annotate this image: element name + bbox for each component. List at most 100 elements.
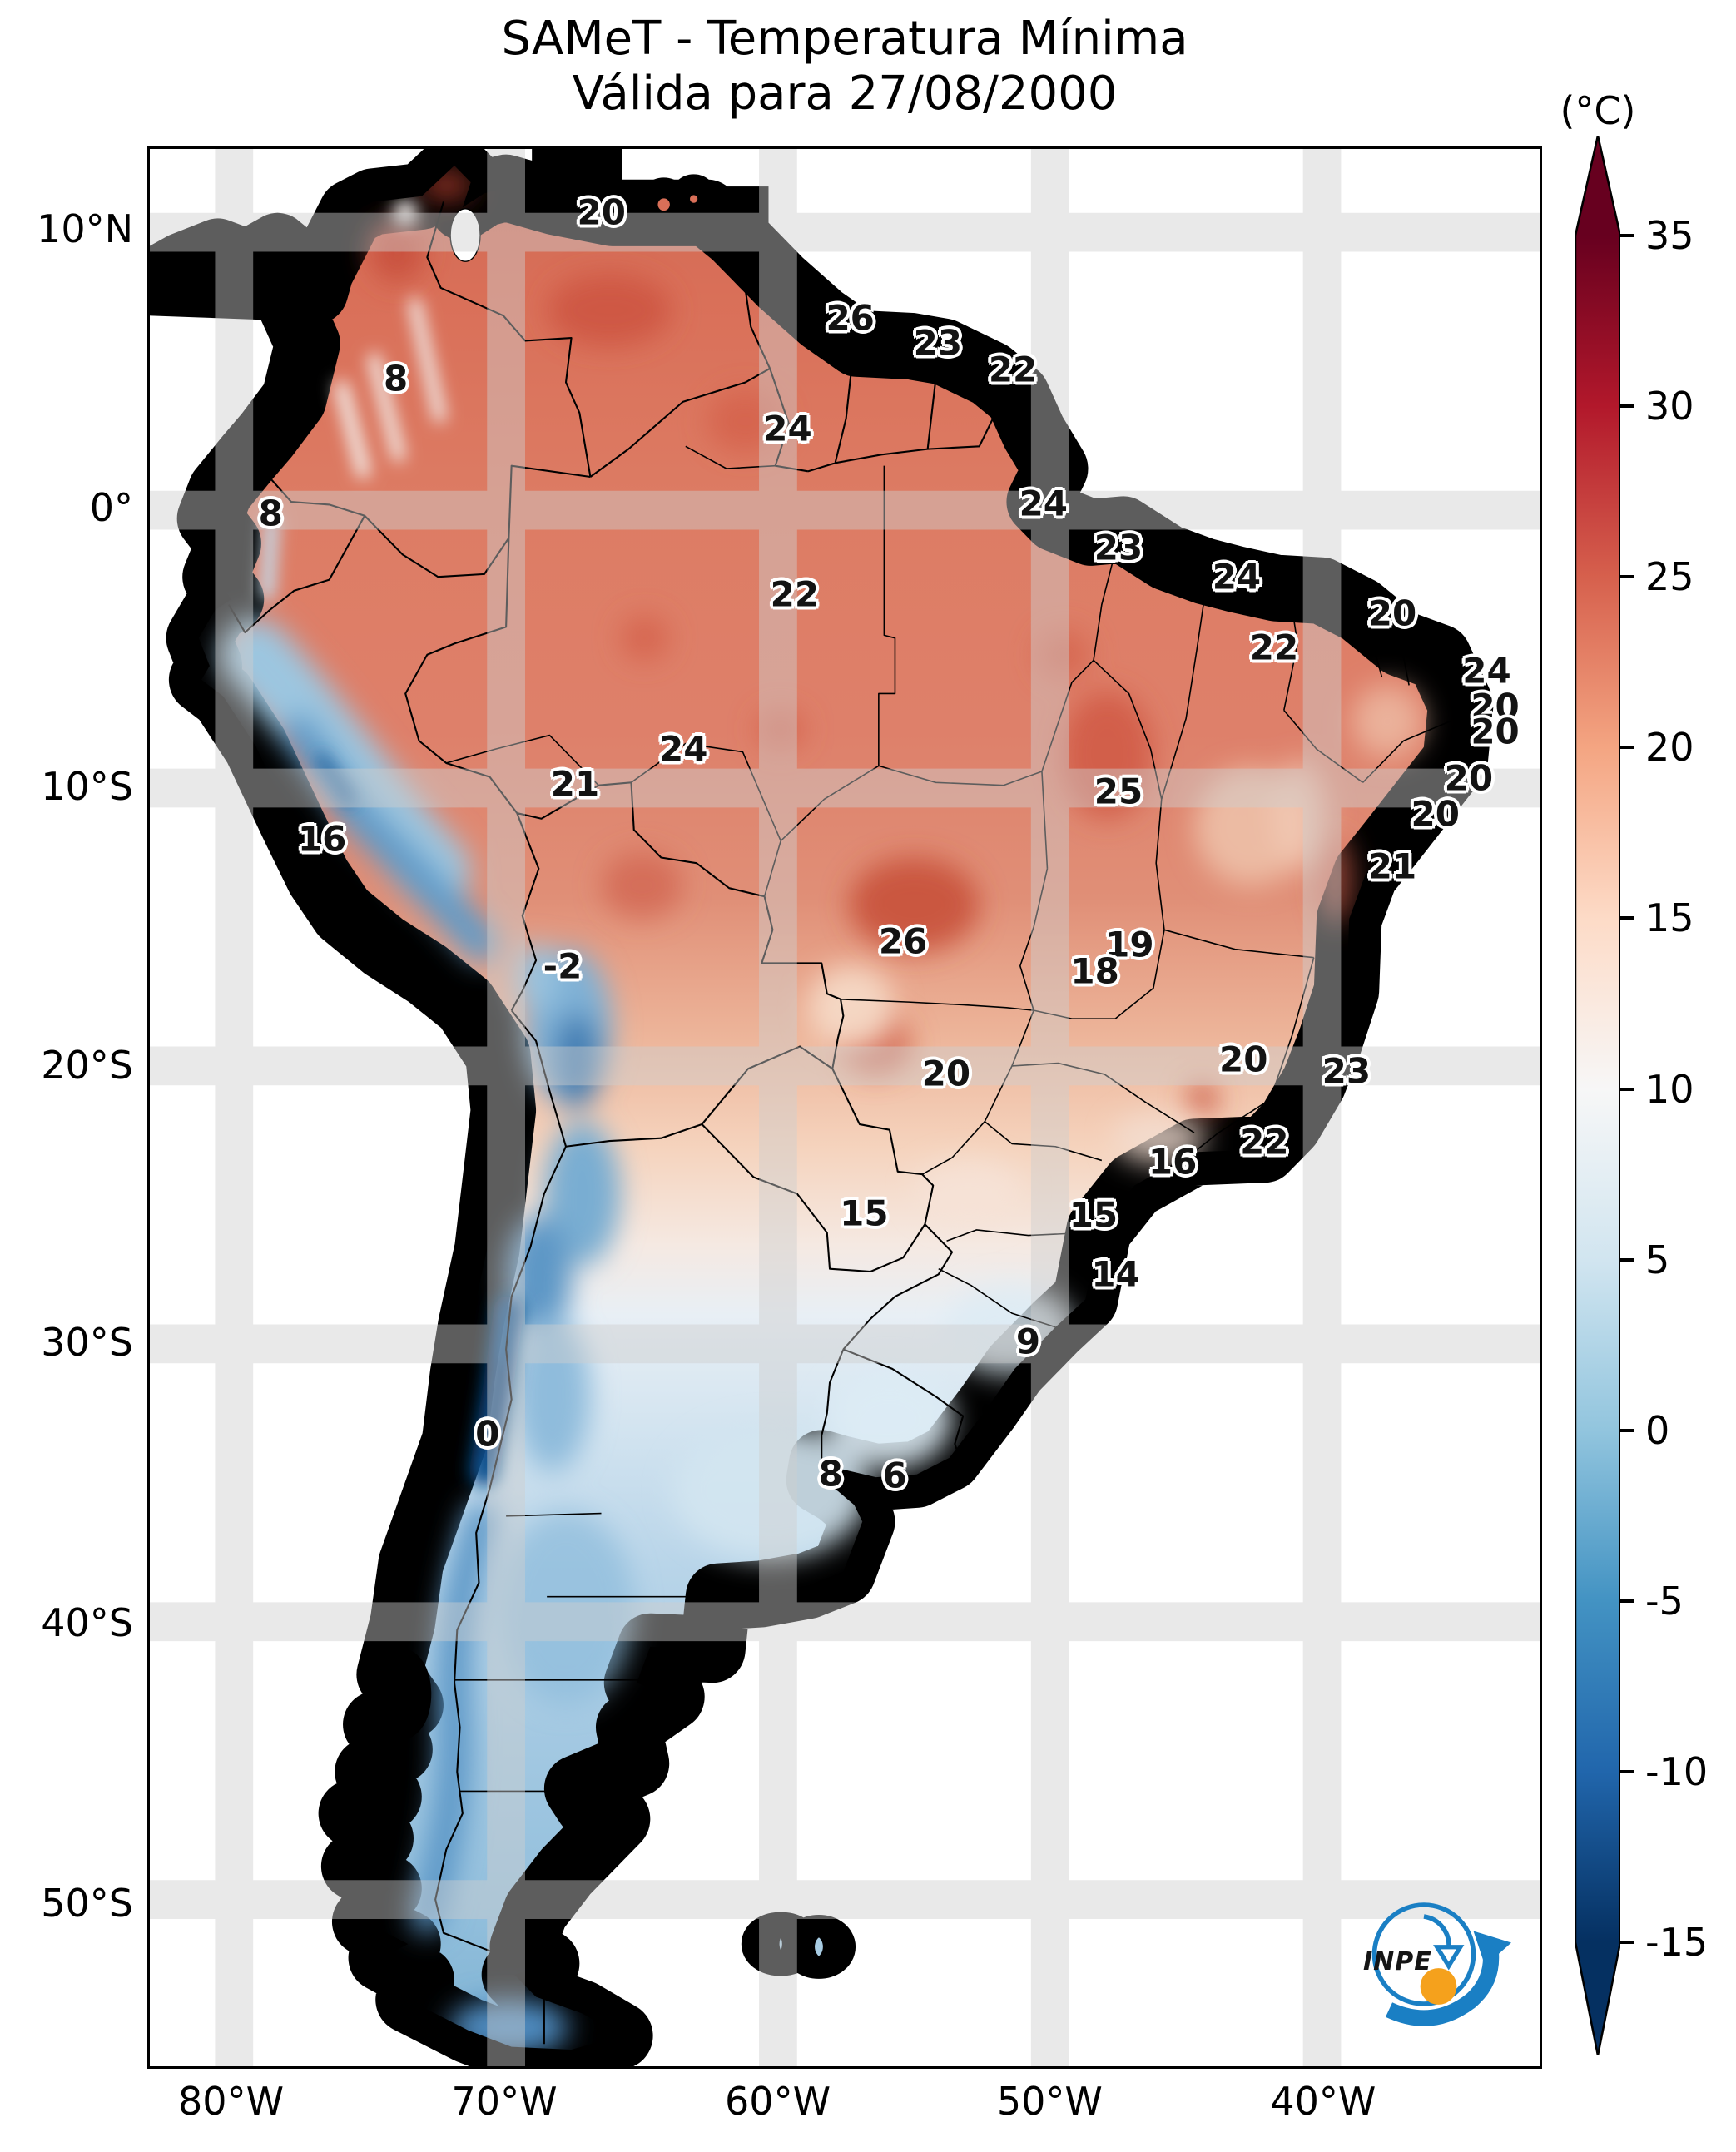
map-plot-area: 20 26 23 22 8 24 8 24 23 24 22 20 22 24 20 20 20 20 21 24 21…: [147, 146, 1542, 2069]
temp-station-label: 24: [1212, 556, 1262, 598]
colorbar-tickmark: [1620, 1599, 1634, 1603]
lat-tick-label: 10°S: [41, 764, 133, 810]
colorbar-tick-label: 30: [1645, 384, 1694, 429]
state-borders: [446, 446, 1450, 1791]
temp-station-label: 8: [258, 493, 283, 534]
lat-tick-label: 40°S: [41, 1600, 133, 1646]
figure-title: SAMeT - Temperatura Mínima Válida para 2…: [147, 12, 1542, 121]
lon-tick-label: 50°W: [996, 2079, 1103, 2124]
colorbar-tick-label: 10: [1645, 1066, 1694, 1112]
temp-station-label: 15: [840, 1193, 889, 1234]
temp-station-label: 23: [913, 322, 963, 364]
islands: [369, 149, 856, 1979]
temp-station-label: 24: [1019, 483, 1069, 524]
figure-title-line2: Válida para 27/08/2000: [572, 67, 1118, 121]
colorbar-tickmark: [1620, 1257, 1634, 1262]
temp-station-label: 20: [1219, 1039, 1268, 1080]
colorbar-tick-label: 0: [1645, 1407, 1670, 1453]
colorbar-tick-label: -5: [1645, 1578, 1684, 1624]
temp-station-label: 18: [1070, 950, 1119, 992]
lake-maracaibo: [450, 209, 480, 261]
colorbar-bar: [1574, 135, 1622, 2056]
temp-station-label: 22: [770, 573, 820, 615]
temp-station-label: 20: [921, 1053, 971, 1094]
temp-station-label: 23: [1322, 1050, 1371, 1092]
colorbar-gradient-shape: [1574, 135, 1622, 2056]
colorbar-tickmark: [1620, 234, 1634, 237]
colorbar-tick-label: 5: [1645, 1237, 1670, 1282]
inpe-logo-graphic: [1371, 1902, 1511, 2026]
temp-station-label: 20: [1411, 793, 1460, 835]
lat-tick-label: 30°S: [41, 1319, 133, 1365]
temp-station-label: 15: [1069, 1194, 1118, 1236]
temperature-field-overlays: [220, 171, 1423, 2050]
country-borders: [229, 201, 1004, 2044]
colorbar-tick-label: -15: [1645, 1920, 1709, 1965]
temp-station-label: 21: [1367, 845, 1417, 887]
temp-station-label: 16: [297, 818, 347, 860]
logo-swoosh: [1385, 1953, 1500, 2026]
temp-station-label: 20: [1471, 686, 1520, 727]
warm-anomaly-blobs: [370, 171, 1352, 1117]
temp-station-label: 24: [1462, 650, 1511, 692]
colorbar-tickmark: [1620, 575, 1634, 579]
temp-station-label: 9: [1015, 1321, 1041, 1362]
temp-station-label: 6: [882, 1455, 907, 1496]
colorbar-tick-label: 20: [1645, 725, 1694, 771]
graticule: [150, 149, 1540, 2066]
temp-station-label: -2: [543, 945, 583, 986]
temp-station-label: 24: [659, 728, 708, 770]
andes-cold-band: [220, 200, 634, 2050]
colorbar-tick-label: 15: [1645, 895, 1694, 941]
temp-station-label: 26: [878, 920, 928, 962]
temp-station-label: 23: [1094, 527, 1143, 568]
lat-tick-label: 20°S: [41, 1043, 133, 1088]
colorbar-tick-label: 35: [1645, 213, 1694, 258]
temp-station-label: 20: [1367, 593, 1417, 634]
temp-station-label: 26: [826, 297, 875, 339]
logo-orbit-circle: [1371, 1902, 1476, 2006]
lon-tick-label: 70°W: [451, 2079, 558, 2124]
lat-tick-label: 0°: [89, 485, 133, 531]
colorbar-unit-label: (°C): [1560, 88, 1636, 133]
colorbar-tickmark: [1620, 746, 1634, 750]
inpe-logo: INPE: [1348, 1882, 1523, 2032]
logo-swoosh-arrowhead: [1473, 1931, 1511, 1966]
inpe-logo-text: INPE: [1363, 1947, 1432, 1976]
colorbar-tickmark: [1620, 916, 1634, 920]
temp-station-label: 24: [763, 408, 812, 449]
logo-inner-hook: [1423, 1914, 1451, 1949]
temp-station-label: 8: [383, 358, 409, 399]
temp-station-label: 22: [1249, 627, 1299, 668]
south-america-map: [150, 149, 1540, 2066]
colorbar-tickmark: [1620, 1087, 1634, 1091]
colorbar-tickmark: [1620, 1941, 1634, 1944]
temp-station-label: 20: [1444, 757, 1494, 799]
lon-tick-label: 40°W: [1270, 2079, 1376, 2124]
lat-tick-label: 10°N: [37, 206, 133, 252]
colorbar-tickmark: [1620, 1428, 1634, 1432]
colorbar-tick-label: 25: [1645, 554, 1694, 600]
temp-station-label: 16: [1148, 1141, 1198, 1182]
temp-station-label: 14: [1091, 1253, 1140, 1295]
colorbar: [1574, 135, 1622, 2056]
mild-light-blobs: [672, 685, 1423, 1558]
temp-station-label: 19: [1105, 924, 1154, 965]
temp-station-label: 20: [577, 191, 626, 233]
temp-station-label: 21: [550, 763, 600, 805]
temperature-labels-layer: 20 26 23 22 8 24 8 24 23 24 22 20 22 24 20 20 20 20 21 24 21…: [150, 149, 1540, 2066]
figure-title-line1: SAMeT - Temperatura Mínima: [501, 12, 1188, 66]
temp-station-label: 22: [988, 349, 1038, 390]
lon-tick-label: 60°W: [725, 2079, 831, 2124]
temp-station-label: 22: [1240, 1121, 1289, 1163]
temp-station-label: 20: [1471, 711, 1520, 752]
lat-tick-label: 50°S: [41, 1881, 133, 1926]
colorbar-tickmark: [1620, 1769, 1634, 1773]
temp-station-label: 0: [475, 1413, 500, 1455]
colorbar-tickmark: [1620, 404, 1634, 409]
temp-station-label: 25: [1094, 771, 1143, 812]
logo-hook-arrowhead: [1433, 1945, 1465, 1971]
colorbar-tick-label: -10: [1645, 1748, 1709, 1794]
temp-station-label: 8: [818, 1453, 843, 1495]
